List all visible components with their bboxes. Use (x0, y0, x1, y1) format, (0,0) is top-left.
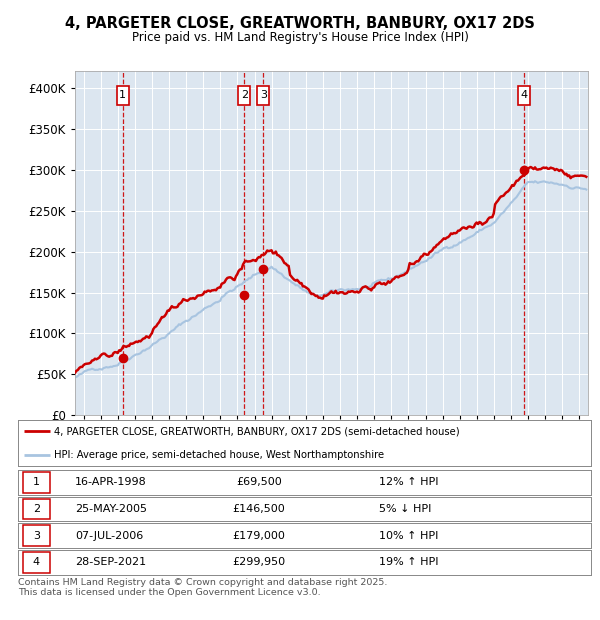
FancyBboxPatch shape (257, 86, 269, 105)
Text: HPI: Average price, semi-detached house, West Northamptonshire: HPI: Average price, semi-detached house,… (53, 450, 383, 459)
Text: 3: 3 (260, 91, 267, 100)
Text: 4, PARGETER CLOSE, GREATWORTH, BANBURY, OX17 2DS (semi-detached house): 4, PARGETER CLOSE, GREATWORTH, BANBURY, … (53, 427, 459, 436)
Text: 1: 1 (119, 91, 126, 100)
Text: 10% ↑ HPI: 10% ↑ HPI (379, 531, 439, 541)
Text: 5% ↓ HPI: 5% ↓ HPI (379, 504, 431, 514)
Text: 4: 4 (520, 91, 527, 100)
Text: 12% ↑ HPI: 12% ↑ HPI (379, 477, 439, 487)
FancyBboxPatch shape (23, 552, 50, 573)
Text: 1: 1 (33, 477, 40, 487)
FancyBboxPatch shape (238, 86, 250, 105)
Text: £146,500: £146,500 (232, 504, 285, 514)
Text: Contains HM Land Registry data © Crown copyright and database right 2025.
This d: Contains HM Land Registry data © Crown c… (18, 578, 388, 597)
FancyBboxPatch shape (23, 498, 50, 520)
Text: £69,500: £69,500 (236, 477, 281, 487)
Text: 16-APR-1998: 16-APR-1998 (76, 477, 147, 487)
FancyBboxPatch shape (23, 525, 50, 546)
Text: 25-MAY-2005: 25-MAY-2005 (76, 504, 148, 514)
FancyBboxPatch shape (518, 86, 530, 105)
Text: 2: 2 (33, 504, 40, 514)
Text: 4: 4 (33, 557, 40, 567)
Text: £299,950: £299,950 (232, 557, 285, 567)
Text: 28-SEP-2021: 28-SEP-2021 (76, 557, 146, 567)
Text: 19% ↑ HPI: 19% ↑ HPI (379, 557, 439, 567)
Text: 4, PARGETER CLOSE, GREATWORTH, BANBURY, OX17 2DS: 4, PARGETER CLOSE, GREATWORTH, BANBURY, … (65, 16, 535, 31)
FancyBboxPatch shape (23, 472, 50, 493)
Text: £179,000: £179,000 (232, 531, 285, 541)
Text: 2: 2 (241, 91, 248, 100)
Text: 3: 3 (33, 531, 40, 541)
FancyBboxPatch shape (117, 86, 128, 105)
Text: 07-JUL-2006: 07-JUL-2006 (76, 531, 143, 541)
Text: Price paid vs. HM Land Registry's House Price Index (HPI): Price paid vs. HM Land Registry's House … (131, 31, 469, 44)
